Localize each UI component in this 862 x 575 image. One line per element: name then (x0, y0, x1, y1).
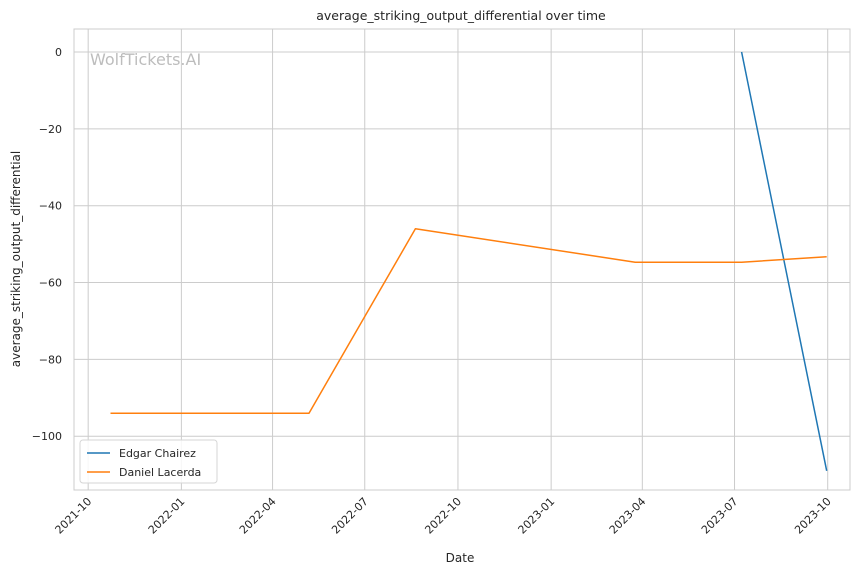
x-tick-label: 2022-07 (329, 495, 371, 537)
legend-label: Daniel Lacerda (119, 466, 201, 479)
x-axis-label: Date (446, 551, 475, 565)
y-tick-label: −80 (39, 353, 62, 366)
x-tick-label: 2023-10 (792, 495, 834, 537)
watermark: WolfTickets.AI (90, 50, 201, 69)
x-tick-label: 2022-04 (237, 495, 279, 537)
y-axis-label: average_striking_output_differential (9, 151, 23, 367)
y-tick-label: −20 (39, 123, 62, 136)
legend-box (79, 439, 218, 484)
legend-label: Edgar Chairez (119, 447, 196, 460)
series-line (740, 51, 828, 471)
y-tick-label: −40 (39, 200, 62, 213)
series-line (110, 228, 827, 414)
plot-area (73, 28, 851, 491)
y-tick-labels: 0 −20 −40 −60 −80 −100 (32, 46, 62, 443)
y-tick-label: −60 (39, 277, 62, 290)
x-tick-label: 2021-10 (53, 495, 95, 537)
x-tick-label: 2022-01 (146, 495, 188, 537)
x-tick-labels: 2021-10 2022-01 2022-04 2022-07 2022-10 2023-… (53, 495, 834, 537)
series-lines (110, 51, 828, 471)
y-tick-label: −100 (32, 430, 62, 443)
x-tick-label: 2022-10 (422, 495, 464, 537)
x-tick-label: 2023-07 (699, 495, 741, 537)
grid-lines (74, 29, 850, 490)
y-tick-label: 0 (55, 46, 62, 59)
x-tick-label: 2023-01 (516, 495, 558, 537)
x-tick-label: 2023-04 (607, 495, 649, 537)
legend: Edgar Chairez Daniel Lacerda (79, 439, 218, 484)
chart-title: average_striking_output_differential ove… (316, 8, 606, 23)
